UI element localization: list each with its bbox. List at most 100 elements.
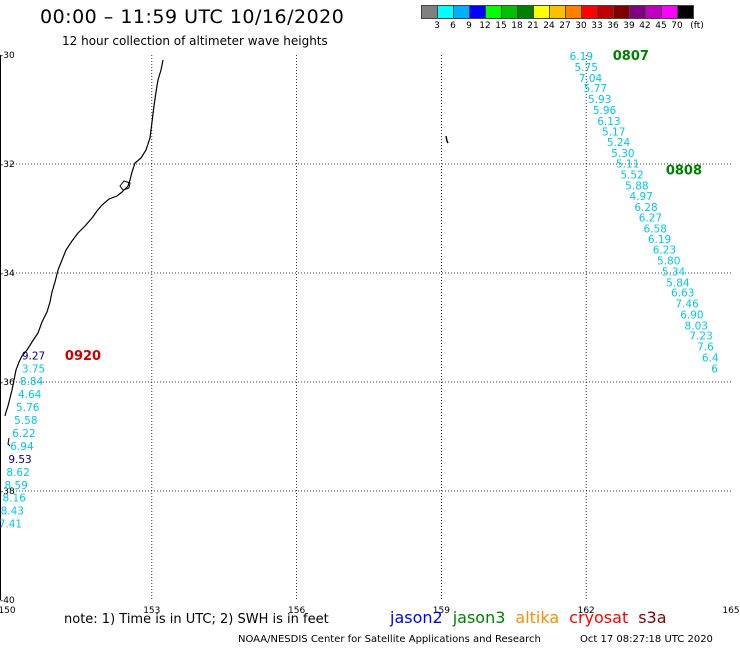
generated-timestamp: Oct 17 08:27:18 UTC 2020 bbox=[580, 634, 713, 645]
legend-tick: 3 bbox=[434, 21, 440, 31]
wave-height-label: 7.23 bbox=[689, 331, 712, 343]
wave-height-legend: 3 6 9 12 15 18 21 24 27 30 33 36 39 42 45 70 (ft) bbox=[421, 5, 740, 31]
small-island bbox=[445, 135, 449, 144]
wave-height-label: 3.75 bbox=[22, 363, 45, 375]
legend-swatch bbox=[549, 5, 566, 19]
satellite-legend: jason2 jason3 altika cryosat s3a bbox=[390, 608, 677, 627]
legend-swatch bbox=[517, 5, 534, 19]
satellite-name: jason3 bbox=[452, 608, 506, 627]
lon-tick-label: 153 bbox=[143, 606, 160, 616]
legend-swatch bbox=[677, 5, 694, 19]
map-title: 00:00 – 11:59 UTC 10/16/2020 bbox=[40, 6, 345, 28]
wave-height-label: 5.77 bbox=[584, 83, 607, 95]
legend-swatch bbox=[437, 5, 454, 19]
coastline-bay bbox=[119, 180, 131, 191]
wave-height-label: 7.04 bbox=[579, 73, 603, 85]
wave-height-label: 8.03 bbox=[685, 320, 708, 332]
legend-tick: 15 bbox=[495, 21, 507, 31]
legend-tick: 27 bbox=[559, 21, 571, 31]
legend-swatch bbox=[661, 5, 678, 19]
legend-tick: 36 bbox=[607, 21, 619, 31]
wave-height-label: 8.43 bbox=[1, 506, 24, 518]
wave-height-label: 5.34 bbox=[662, 266, 686, 278]
wave-height-label: 9.27 bbox=[22, 350, 45, 362]
wave-height-label: 5.76 bbox=[16, 402, 40, 414]
wave-height-label: 8.62 bbox=[6, 467, 29, 479]
wave-height-label: 5.58 bbox=[14, 415, 37, 427]
legend-swatch bbox=[645, 5, 662, 19]
pass-time-labels: 0807 0808 0920 bbox=[65, 49, 702, 364]
australia-coastline bbox=[4, 59, 164, 417]
satellite-name: altika bbox=[515, 608, 560, 627]
coastline-south bbox=[7, 437, 11, 447]
wave-height-label: 5.17 bbox=[602, 126, 625, 138]
wave-height-label: 6.13 bbox=[597, 116, 620, 128]
legend-tick: 70 bbox=[671, 21, 683, 31]
wave-height-label: 5.11 bbox=[616, 158, 639, 170]
legend-tick: 45 bbox=[655, 21, 667, 31]
credit-line: NOAA/NESDIS Center for Satellite Applica… bbox=[238, 634, 541, 645]
wave-height-label: 6.28 bbox=[634, 202, 657, 214]
lat-tick-label: -38 bbox=[0, 487, 15, 497]
lon-tick-label: 162 bbox=[578, 606, 595, 616]
legend-swatch bbox=[533, 5, 550, 19]
map-subtitle: 12 hour collection of altimeter wave hei… bbox=[62, 34, 328, 48]
legend-tick: 6 bbox=[450, 21, 456, 31]
satellite-name: jason2 bbox=[390, 608, 443, 627]
wave-height-label: 6.4 bbox=[702, 352, 719, 364]
wave-height-label: 5.24 bbox=[607, 137, 631, 149]
wave-height-label: 8.59 bbox=[4, 480, 27, 492]
legend-swatch bbox=[565, 5, 582, 19]
legend-tick: 21 bbox=[527, 21, 539, 31]
wave-height-label: 6.22 bbox=[12, 428, 35, 440]
lat-tick-label: -32 bbox=[0, 160, 15, 170]
lat-tick-label: -30 bbox=[0, 51, 15, 61]
legend-swatch bbox=[421, 5, 438, 19]
wave-height-label: 8.84 bbox=[20, 376, 44, 388]
legend-tick: (ft) bbox=[690, 21, 704, 31]
pass-time-label: 0920 bbox=[65, 349, 101, 364]
wave-height-label: 6.23 bbox=[653, 245, 676, 257]
altimeter-tracks: 6.195.757.045.775.935.966.135.175.245.30… bbox=[0, 51, 719, 531]
legend-tick: 30 bbox=[575, 21, 587, 31]
legend-tick: 42 bbox=[639, 21, 651, 31]
legend-tick: 33 bbox=[591, 21, 603, 31]
pass-time-label: 0807 bbox=[613, 49, 649, 64]
legend-tick: 18 bbox=[511, 21, 523, 31]
wave-height-label: 6 bbox=[711, 363, 718, 375]
wave-height-label: 7.41 bbox=[0, 519, 22, 531]
wave-height-label: 6.27 bbox=[639, 212, 662, 224]
wave-height-label: 6.58 bbox=[644, 223, 667, 235]
lat-tick-label: -36 bbox=[0, 378, 15, 388]
satellite-name: s3a bbox=[638, 608, 667, 627]
lat-lon-grid: 150 153 156 159 162 165 -30 -32 -34 -36 -38 -40 bbox=[0, 51, 740, 616]
wave-height-label: 9.53 bbox=[8, 454, 31, 466]
wave-height-label: 5.52 bbox=[620, 169, 643, 181]
legend-swatch bbox=[597, 5, 614, 19]
lon-tick-label: 156 bbox=[288, 606, 305, 616]
lon-tick-label: 159 bbox=[433, 606, 450, 616]
legend-swatch bbox=[613, 5, 630, 19]
lat-tick-label: -40 bbox=[0, 596, 15, 606]
legend-swatch bbox=[485, 5, 502, 19]
lon-tick-label: 165 bbox=[722, 606, 739, 616]
wave-height-label: 6.94 bbox=[10, 441, 34, 453]
legend-swatch bbox=[453, 5, 470, 19]
lon-tick-label: 150 bbox=[0, 606, 16, 616]
wave-height-label: 4.64 bbox=[18, 389, 42, 401]
lat-tick-label: -34 bbox=[0, 269, 15, 279]
pass-time-label: 0808 bbox=[666, 163, 702, 178]
wave-height-label: 4.97 bbox=[630, 191, 653, 203]
legend-tick: 24 bbox=[543, 21, 555, 31]
west-track: 9.273.758.844.645.765.586.226.949.538.62… bbox=[0, 350, 45, 530]
wave-height-label: 5.88 bbox=[625, 180, 648, 192]
wave-height-label: 7.6 bbox=[697, 342, 714, 354]
wave-height-label: 7.46 bbox=[675, 299, 699, 311]
wave-height-label: 6.19 bbox=[570, 51, 593, 63]
legend-swatch bbox=[629, 5, 646, 19]
wave-height-label: 5.80 bbox=[657, 255, 680, 267]
wave-height-label: 6.63 bbox=[671, 288, 694, 300]
wave-height-label: 5.84 bbox=[666, 277, 690, 289]
wave-height-label: 5.75 bbox=[575, 62, 598, 74]
